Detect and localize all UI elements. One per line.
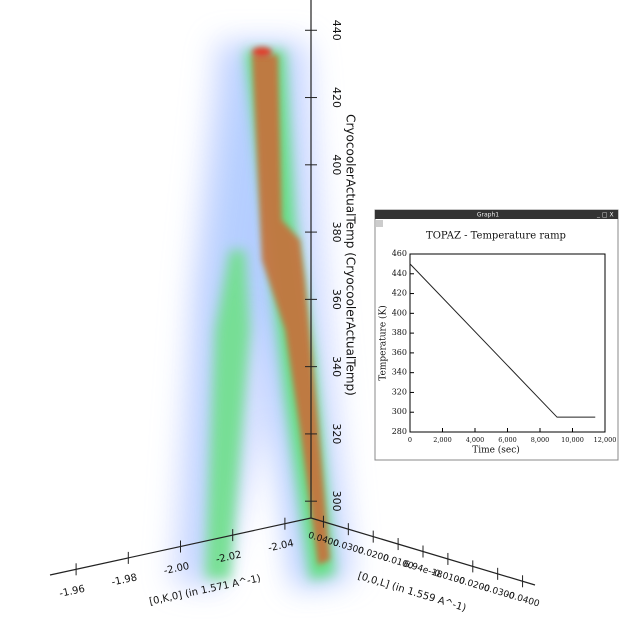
- l-tick-label: -0.0400: [504, 590, 540, 610]
- volume-render: [170, 40, 355, 590]
- z-tick-label: 440: [330, 20, 343, 41]
- x-tick-label: 6,000: [498, 436, 517, 444]
- z-tick-label: 420: [330, 87, 343, 108]
- x-tick-label: 2,000: [433, 436, 452, 444]
- y-tick-label: 280: [392, 427, 407, 436]
- x-axis-label: Time (sec): [472, 445, 520, 456]
- z-tick-label: 380: [330, 222, 343, 243]
- title-bar: [375, 210, 618, 219]
- y-tick-label: 380: [392, 328, 407, 337]
- k-tick-label: -1.96: [58, 584, 86, 600]
- y-tick-label: 420: [392, 289, 407, 298]
- y-tick-label: 300: [392, 407, 407, 416]
- k-tick-label: -1.98: [111, 572, 139, 588]
- x-tick-label: 0: [408, 436, 412, 444]
- window-icon[interactable]: [376, 220, 383, 227]
- chart-title: TOPAZ - Temperature ramp: [426, 231, 566, 242]
- z-tick-label: 300: [330, 491, 343, 512]
- y-axis-label: Temperature (K): [378, 305, 389, 381]
- k-tick-label: -2.02: [215, 550, 243, 566]
- x-tick-label: 8,000: [531, 436, 550, 444]
- y-tick-label: 400: [392, 308, 407, 317]
- x-tick-label: 4,000: [466, 436, 485, 444]
- graph-window: Graph1 _ □ X TOPAZ - Temperature ramp Ti…: [374, 209, 619, 461]
- line-series: [409, 263, 596, 418]
- y-tick-label: 340: [392, 368, 407, 377]
- window-controls[interactable]: _ □ X: [596, 212, 614, 219]
- y-tick-label: 320: [392, 387, 407, 396]
- z-axis-label: CryocoolerActualTemp (CryocoolerActualTe…: [344, 114, 358, 396]
- y-tick-label: 460: [392, 249, 407, 258]
- k-tick-label: -2.04: [267, 538, 295, 554]
- x-tick-label: 10,000: [561, 436, 584, 444]
- k-tick-label: -2.00: [163, 561, 191, 577]
- z-tick-label: 340: [330, 356, 343, 377]
- z-tick-label: 360: [330, 289, 343, 310]
- y-tick-label: 440: [392, 269, 407, 278]
- z-tick-label: 400: [330, 154, 343, 175]
- window-frame: [374, 209, 619, 461]
- y-tick-label: 360: [392, 348, 407, 357]
- z-tick-label: 320: [330, 423, 343, 444]
- window-title: Graph1: [477, 212, 499, 219]
- x-tick-label: 12,000: [594, 436, 617, 444]
